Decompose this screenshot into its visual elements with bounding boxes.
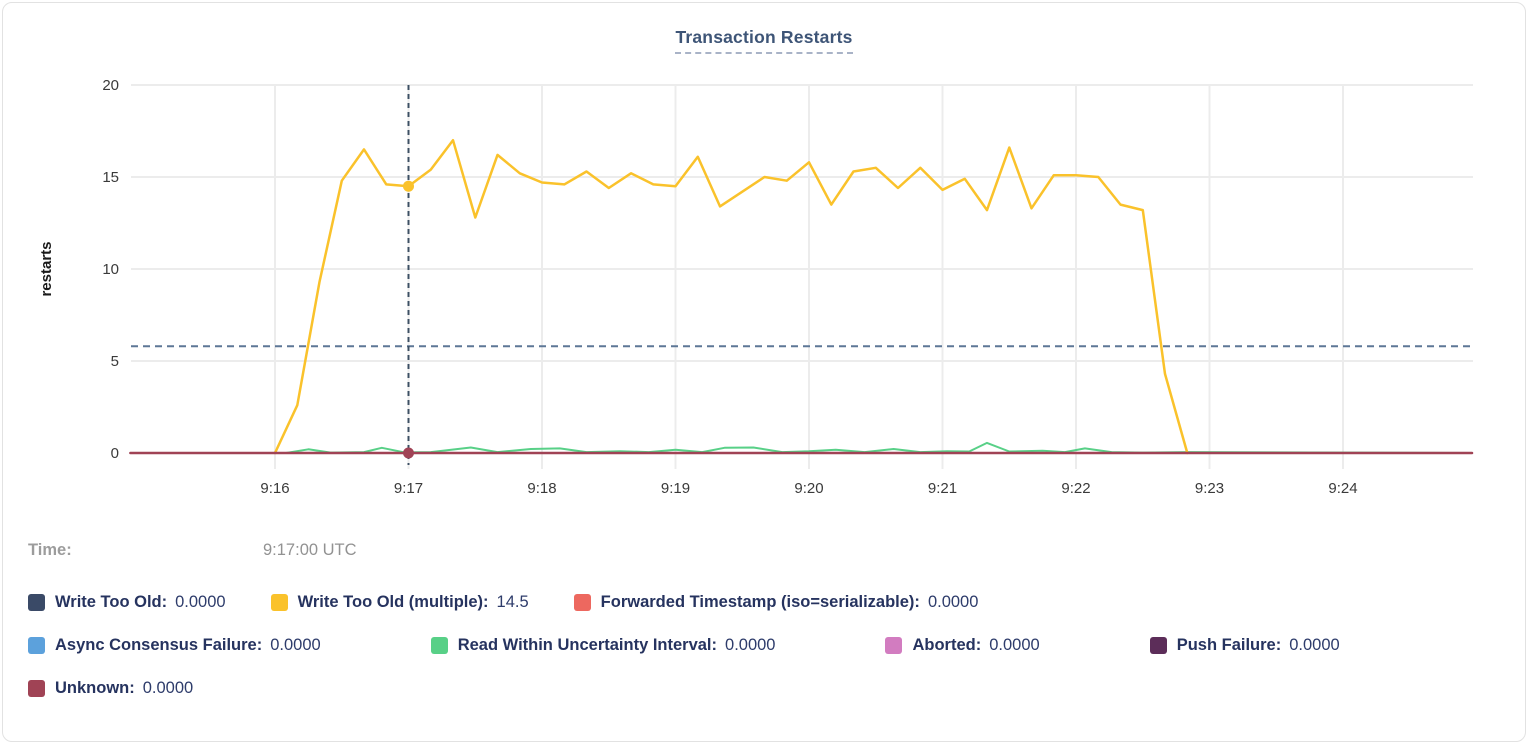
legend-item-forwarded-timestamp-iso-serializable: Forwarded Timestamp (iso=serializable): 0… bbox=[573, 593, 979, 612]
series-label: Push Failure: bbox=[1176, 636, 1282, 654]
series-label: Aborted: bbox=[912, 636, 982, 654]
series-color-swatch bbox=[28, 594, 45, 611]
x-axis-tick-label: 9:23 bbox=[1195, 480, 1224, 497]
legend-item-write-too-old: Write Too Old: 0.0000 bbox=[28, 593, 226, 612]
hover-point bbox=[403, 180, 414, 192]
series-label: Forwarded Timestamp (iso=serializable): bbox=[600, 593, 920, 611]
legend-item-aborted: Aborted: 0.0000 bbox=[885, 636, 1040, 655]
chart-legend: Write Too Old: 0.0000 Write Too Old (multi… bbox=[28, 593, 1505, 698]
x-axis-tick-label: 9:18 bbox=[527, 480, 556, 497]
series-color-swatch bbox=[28, 680, 45, 697]
series-label: Read Within Uncertainty Interval: bbox=[457, 636, 718, 654]
y-axis-tick-label: 0 bbox=[111, 445, 119, 462]
chart-plot-area[interactable]: 0 5 10 15 20 9:16 9:17 9:18 9:19 9:20 9:21 9:22 9:23… bbox=[3, 3, 1528, 523]
tooltip-time-label: Time: bbox=[28, 541, 72, 559]
hover-readout: Time: 9:17:00 UTC Write Too Old: 0.0000 Wr… bbox=[28, 541, 1505, 722]
series-color-swatch bbox=[430, 637, 448, 654]
y-axis-tick-label: 20 bbox=[102, 77, 119, 94]
y-axis-tick-label: 10 bbox=[102, 261, 119, 278]
series-value: 0.0000 bbox=[1289, 636, 1340, 654]
x-axis-tick-label: 9:17 bbox=[394, 480, 423, 497]
series-value: 0.0000 bbox=[989, 636, 1040, 654]
legend-row: Write Too Old: 0.0000 Write Too Old (multi… bbox=[28, 593, 1505, 612]
y-axis-tick-label: 15 bbox=[102, 169, 119, 186]
x-axis-tick-label: 9:20 bbox=[794, 480, 823, 497]
legend-item-write-too-old-multiple: Write Too Old (multiple): 14.5 bbox=[270, 593, 529, 612]
series-line-write-too-old-multiple bbox=[273, 138, 1189, 455]
legend-item-async-consensus-failure: Async Consensus Failure: 0.0000 bbox=[28, 636, 321, 655]
series-value: 14.5 bbox=[496, 593, 529, 611]
y-axis-tick-label: 5 bbox=[111, 353, 119, 370]
series-color-swatch bbox=[573, 594, 591, 611]
tooltip-time-row: Time: 9:17:00 UTC bbox=[28, 541, 1505, 560]
series-label: Write Too Old: bbox=[55, 593, 168, 611]
series-color-swatch bbox=[1149, 637, 1167, 654]
chart-header: Transaction Restarts bbox=[3, 27, 1525, 54]
legend-row: Unknown: 0.0000 bbox=[28, 679, 1505, 698]
x-axis-tick-label: 9:21 bbox=[928, 480, 957, 497]
legend-item-unknown: Unknown: 0.0000 bbox=[28, 679, 193, 698]
series-value: 0.0000 bbox=[142, 679, 194, 697]
x-axis-tick-label: 9:22 bbox=[1061, 480, 1090, 497]
x-axis-tick-label: 9:24 bbox=[1328, 480, 1357, 497]
series-value: 0.0000 bbox=[175, 593, 226, 611]
hover-point bbox=[403, 447, 414, 459]
tooltip-time-value: 9:17:00 UTC bbox=[263, 541, 357, 559]
series-label: Unknown: bbox=[55, 679, 135, 697]
series-value: 0.0000 bbox=[927, 593, 979, 611]
y-axis-title: restarts bbox=[38, 241, 55, 296]
series-label: Write Too Old (multiple): bbox=[297, 593, 489, 611]
series-color-swatch bbox=[28, 637, 45, 654]
x-axis-tick-label: 9:19 bbox=[661, 480, 690, 497]
series-value: 0.0000 bbox=[725, 636, 776, 654]
x-axis-tick-label: 9:16 bbox=[260, 480, 289, 497]
series-line-read-within-uncertainty-interval bbox=[129, 441, 1473, 454]
legend-item-push-failure: Push Failure: 0.0000 bbox=[1149, 636, 1340, 655]
legend-item-read-within-uncertainty-interval: Read Within Uncertainty Interval: 0.0000 bbox=[430, 636, 776, 655]
series-value: 0.0000 bbox=[270, 636, 321, 654]
series-color-swatch bbox=[885, 637, 903, 654]
legend-row: Async Consensus Failure: 0.0000 Read Withi… bbox=[28, 636, 1505, 655]
series-label: Async Consensus Failure: bbox=[55, 636, 263, 654]
series-color-swatch bbox=[270, 594, 288, 611]
chart-title[interactable]: Transaction Restarts bbox=[675, 27, 853, 54]
